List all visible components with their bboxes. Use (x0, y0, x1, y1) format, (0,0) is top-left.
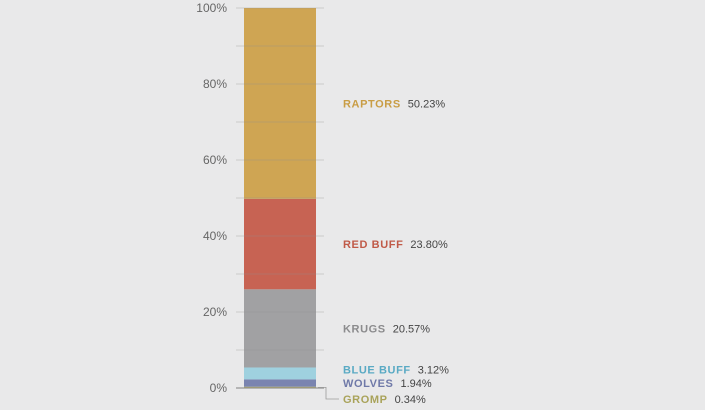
segment-value-label: 23.80% (410, 239, 448, 251)
bar-segment-red-buff (244, 198, 316, 290)
segment-name-label: BLUE BUFF (343, 365, 411, 377)
y-tick-label: 20% (203, 305, 227, 319)
y-tick-label: 0% (210, 381, 228, 395)
segment-labels: GROMP 0.34%WOLVES 1.94%BLUE BUFF 3.12% KRUGS… (318, 98, 449, 406)
segment-value-label: 1.94% (400, 378, 431, 390)
gridlines (236, 7, 324, 389)
segment-name-label: RAPTORS (343, 98, 401, 110)
leader-line (318, 386, 339, 400)
bar-segment-krugs (244, 289, 316, 368)
bar-segment-gromp (244, 386, 316, 388)
segment-name-label: GROMP (343, 394, 388, 406)
y-tick-label: 80% (203, 77, 227, 91)
bar-stack (244, 8, 316, 388)
segment-value-label: 0.34% (395, 394, 426, 406)
y-axis: 0% 20% 40% 60% 80% 100% (196, 1, 227, 395)
bar-segment-wolves (244, 379, 316, 387)
segment-value-label: 50.23% (408, 98, 446, 110)
segment-value-label: 3.12% (418, 365, 449, 377)
y-tick-label: 40% (203, 229, 227, 243)
segment-name-label: WOLVES (343, 378, 393, 390)
segment-name-label: KRUGS (343, 323, 386, 335)
y-tick-label: 100% (196, 1, 227, 15)
segment-value-label: 20.57% (393, 323, 431, 335)
bar-segment-blue-buff (244, 367, 316, 380)
y-tick-label: 60% (203, 153, 227, 167)
bar-segment-raptors (244, 8, 316, 199)
segment-name-label: RED BUFF (343, 239, 403, 251)
